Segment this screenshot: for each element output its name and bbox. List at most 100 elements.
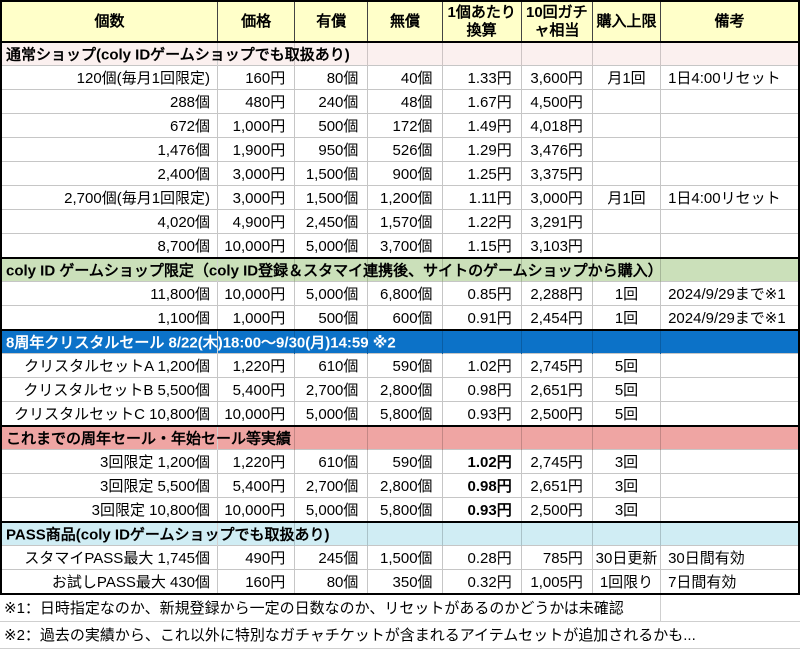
cell: 5,800個: [367, 497, 443, 522]
cell: 1回: [591, 305, 661, 330]
cell: 2,800個: [367, 377, 443, 402]
table-row: 3回限定 5,500個 5,400円 2,700個 2,800個 0.98円 2,651円…: [1, 473, 799, 498]
cell: 1回限り: [591, 569, 661, 594]
cell: お試しPASS最大 430個: [1, 569, 218, 594]
cell: [591, 113, 661, 138]
cell: 3回限定 5,500個: [1, 473, 218, 498]
cell: 160円: [217, 65, 295, 90]
cell: 785円: [520, 545, 593, 570]
cell: 3,600円: [520, 65, 593, 90]
cell: 7日間有効: [660, 569, 799, 594]
cell: [591, 89, 661, 114]
cell: 2,450個: [294, 209, 368, 234]
table-row: クリスタルセットA 1,200個 1,220円 610個 590個 1.02円 2,745…: [1, 353, 799, 378]
cell: 3回: [591, 497, 661, 522]
cell: 48個: [367, 89, 443, 114]
cell: クリスタルセットA 1,200個: [1, 353, 218, 378]
cell: 1.15円: [441, 233, 522, 258]
cell: 3,103円: [520, 233, 593, 258]
cell: 4,020個: [1, 209, 218, 234]
cell: 10,000円: [217, 497, 295, 522]
section-filler-cell: [660, 257, 799, 282]
cell: [660, 113, 799, 138]
cell: 1.25円: [441, 161, 522, 186]
section-filler-cell: [441, 41, 522, 66]
cell: 500個: [294, 113, 368, 138]
cell: 0.98円: [441, 377, 522, 402]
cell: 5,000個: [294, 281, 368, 306]
section-filler-cell: [591, 257, 661, 282]
cell: 500個: [294, 305, 368, 330]
section-title-cell: これまでの周年セール・年始セール等実績: [1, 425, 291, 450]
cell: 3,000円: [217, 185, 295, 210]
cell: 10,000円: [217, 233, 295, 258]
footnote-1-text: ※1：日時指定なのか、新規登録から一定の日数なのか、リセットがあるのかどうかは未…: [4, 600, 624, 617]
cell: [591, 209, 661, 234]
section-filler-cell: [217, 41, 295, 66]
section-filler-cell: [660, 329, 799, 354]
column-header-ten-pull: 10回ガチャ相当: [520, 1, 593, 43]
cell: 0.32円: [441, 569, 522, 594]
cell: 80個: [294, 569, 368, 594]
section-filler-cell: [660, 521, 799, 546]
table-row: 2,700個(毎月1回限定) 3,000円 1,500個 1,200個 1.11円 3,0…: [1, 185, 799, 210]
column-header-paid: 有償: [294, 1, 368, 43]
table-row: クリスタルセットB 5,500個 5,400円 2,700個 2,800個 0.98円 2…: [1, 377, 799, 402]
section-header-past-sales: これまでの周年セール・年始セール等実績: [1, 425, 799, 450]
cell: 1.67円: [441, 89, 522, 114]
section-header-pass-products: PASS商品(coly IDゲームショップでも取扱あり): [1, 521, 799, 546]
cell: 3,375円: [520, 161, 593, 186]
cell: 2,745円: [520, 353, 593, 378]
section-filler-cell: [591, 329, 661, 354]
table-row: 1,100個 1,000円 500個 600個 0.91円 2,454円 1回 2024/9/…: [1, 305, 799, 330]
cell: [660, 353, 799, 378]
cell: 1.22円: [441, 209, 522, 234]
table-row: お試しPASS最大 430個 160円 80個 350個 0.32円 1,005円 1回限り…: [1, 569, 799, 594]
cell: 1.49円: [441, 113, 522, 138]
cell: [660, 497, 799, 522]
cell: 526個: [367, 137, 443, 162]
cell: [660, 137, 799, 162]
section-filler-cell: [367, 425, 443, 450]
cell: 0.93円: [441, 497, 522, 522]
table-row: クリスタルセットC 10,800個 10,000円 5,000個 5,800個 0.93…: [1, 401, 799, 426]
cell: 590個: [367, 353, 443, 378]
cell: 5,400円: [217, 473, 295, 498]
cell: 2,651円: [520, 473, 593, 498]
cell: 1.02円: [441, 449, 522, 474]
table-row: 120個(毎月1回限定) 160円 80個 40個 1.33円 3,600円 月1回 1日4:…: [1, 65, 799, 90]
cell: 1,500個: [367, 545, 443, 570]
cell: 1.11円: [441, 185, 522, 210]
cell: 3回: [591, 473, 661, 498]
cell: 5,800個: [367, 401, 443, 426]
cell: 288個: [1, 89, 218, 114]
cell: 4,500円: [520, 89, 593, 114]
cell: 1日4:00リセット: [660, 185, 799, 210]
header-row: 個数 価格 有償 無償 1個あたり換算 10回ガチャ相当 購入上限 備考: [1, 1, 799, 43]
table-row: 672個 1,000円 500個 172個 1.49円 4,018円: [1, 113, 799, 138]
cell: 3,000円: [520, 185, 593, 210]
section-filler-cell: [367, 521, 443, 546]
cell: クリスタルセットC 10,800個: [1, 401, 218, 426]
cell: 10,000円: [217, 281, 295, 306]
cell: 610個: [294, 353, 368, 378]
section-header-coly-id-shop: coly ID ゲームショップ限定（coly ID登録＆スタマイ連携後、サイトの…: [1, 257, 799, 282]
cell: 172個: [367, 113, 443, 138]
column-header-purchase-limit: 購入上限: [591, 1, 661, 43]
column-header-free: 無償: [367, 1, 443, 43]
cell: [660, 89, 799, 114]
section-filler-cell: [520, 41, 593, 66]
cell: [660, 209, 799, 234]
cell: 2,400個: [1, 161, 218, 186]
section-header-anniversary-crystal-sale: 8周年クリスタルセール 8/22(木)18:00〜9/30(月)14:59 ※2: [1, 329, 799, 354]
cell: 2,500円: [520, 401, 593, 426]
cell: 480円: [217, 89, 295, 114]
section-title-cell: PASS商品(coly IDゲームショップでも取扱あり): [1, 521, 329, 546]
section-filler-cell: [294, 329, 368, 354]
section-filler-cell: [591, 521, 661, 546]
cell: 2,500円: [520, 497, 593, 522]
cell: 5回: [591, 377, 661, 402]
cell: 2,800個: [367, 473, 443, 498]
cell: 2,454円: [520, 305, 593, 330]
